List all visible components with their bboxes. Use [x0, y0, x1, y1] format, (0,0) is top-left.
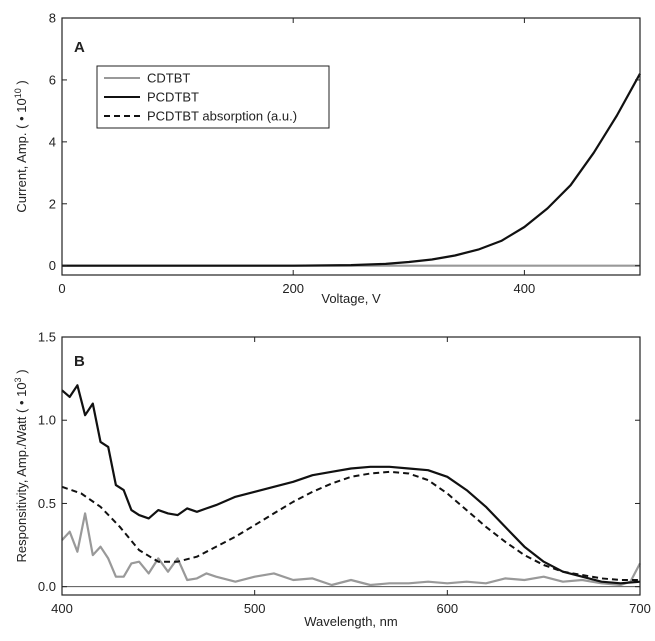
x-axis-label: Wavelength, nm	[304, 614, 397, 629]
y-tick-label: 0.5	[38, 496, 56, 511]
y-tick-label: 8	[49, 11, 56, 26]
y-axis-label: Responsitivity, Amp./Watt ( • 103 )	[13, 369, 29, 562]
plot-frame	[61, 17, 641, 276]
plot-frame	[61, 336, 641, 596]
x-axis-label: Voltage, V	[321, 291, 381, 306]
panel-label: A	[74, 39, 85, 56]
y-tick-label: 0.0	[38, 579, 56, 594]
x-tick-label: 400	[514, 281, 536, 296]
x-tick-label: 700	[629, 601, 651, 616]
x-tick-label: 0	[58, 281, 65, 296]
series-line-pcdtbt-absorption-a-u	[61, 470, 640, 581]
y-axis-label: Current, Amp. ( • 1010 )	[13, 80, 29, 212]
x-tick-label: 200	[282, 281, 304, 296]
y-tick-label: 1.0	[38, 413, 56, 428]
y-tick-label: 1.5	[38, 330, 56, 345]
y-tick-label: 6	[49, 72, 56, 87]
legend: CDTBT PCDTBT PCDTBT absorption (a.u.)	[96, 65, 330, 129]
panel-label: B	[74, 353, 85, 370]
y-tick-label: 4	[49, 134, 56, 149]
series-line-pcdtbt	[61, 384, 641, 585]
x-tick-label: 600	[436, 601, 458, 616]
legend-label-cdtbt: CDTBT	[147, 71, 190, 86]
legend-label-pcdtbt-absorption-a-u: PCDTBT absorption (a.u.)	[147, 109, 297, 124]
y-tick-label: 0	[49, 258, 56, 273]
x-tick-label: 500	[244, 601, 266, 616]
panel-a: 0 200 400 0 2 4 6 8 Voltage, V Current, Amp. ( • …	[13, 11, 641, 306]
x-tick-label: 400	[51, 601, 73, 616]
y-tick-label: 2	[49, 196, 56, 211]
panel-b: 400 500 600 700 0.0 0.5 1.0 1.5 Wavelength, nm Re…	[13, 330, 651, 630]
legend-label-pcdtbt: PCDTBT	[147, 90, 199, 105]
series-line-cdtbt	[61, 512, 641, 587]
series-line-pcdtbt	[62, 73, 641, 267]
